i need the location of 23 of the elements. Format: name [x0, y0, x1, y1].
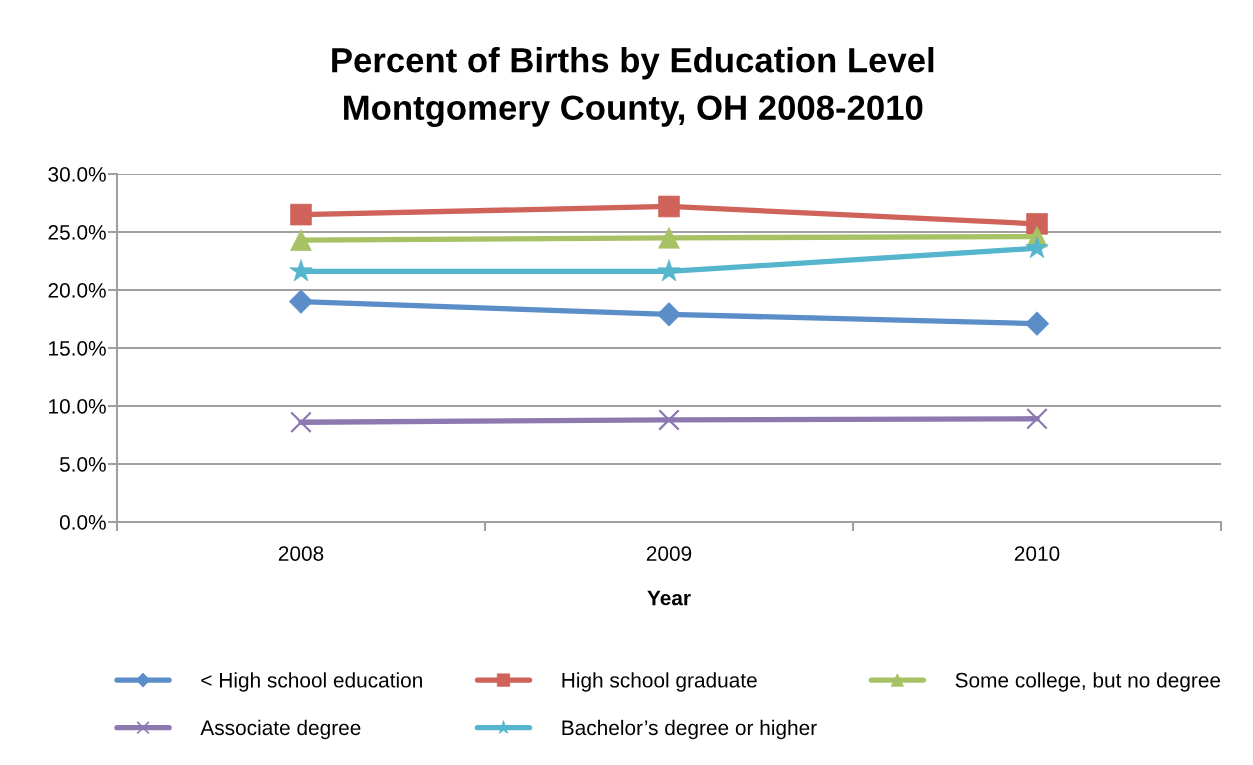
point — [1026, 407, 1048, 430]
y-tick-label: 0.0% — [59, 515, 106, 530]
y-tick-label: 20.0% — [48, 283, 106, 298]
y-tick-label: 15.0% — [49, 341, 106, 356]
legend-label: High school graduate — [562, 672, 757, 692]
legend-label: Associate degree — [200, 719, 361, 740]
point — [290, 203, 312, 226]
x-tick-label: 2008 — [278, 546, 324, 561]
point — [658, 195, 680, 218]
y-tick-label: 25.0% — [48, 225, 106, 240]
x-tick-label: 2009 — [646, 546, 692, 561]
point — [290, 411, 312, 434]
chart-title: Percent of Births by Education Level Montgomery County, OH 2008-2010 — [332, 47, 934, 127]
y-tick-label: 10.0% — [49, 399, 106, 414]
point — [656, 302, 682, 327]
legend-label: Bachelor’s degree or higher — [562, 719, 817, 740]
y-tick-label: 30.0% — [48, 167, 106, 182]
legend-label: Some college, but no degree — [955, 672, 1221, 692]
x-tick-label: 2010 — [1014, 546, 1060, 561]
point — [658, 409, 680, 431]
x-axis-title: Year — [647, 590, 691, 606]
legend-label: < High school education — [201, 672, 422, 692]
y-tick-label: 5.0% — [59, 457, 106, 472]
